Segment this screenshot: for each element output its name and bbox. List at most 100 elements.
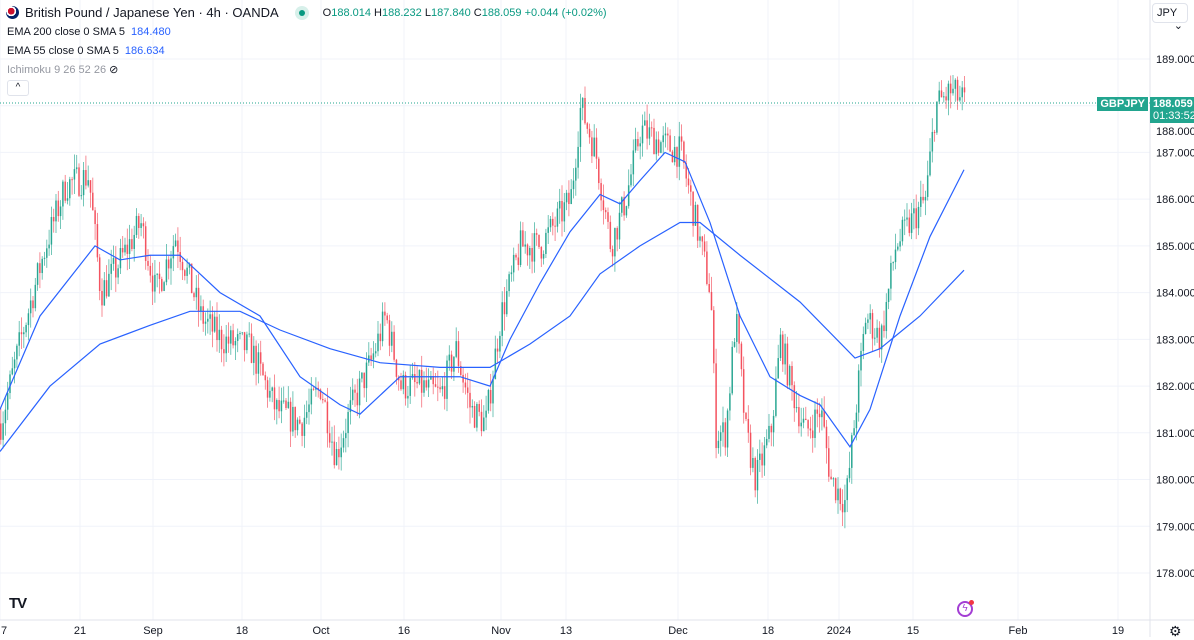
candle-body: [489, 389, 492, 404]
y-tick-label: 180.000: [1156, 475, 1194, 487]
candle-body: [269, 390, 271, 398]
candle-body: [745, 412, 747, 419]
candle-body: [287, 401, 290, 408]
candle-body: [648, 127, 651, 139]
candle-body: [128, 239, 131, 254]
indicator-ema55[interactable]: EMA 55 close 0 SMA 5 186.634: [7, 45, 165, 57]
candle-body: [432, 376, 434, 385]
candle-body: [276, 400, 278, 410]
candle-body: [460, 365, 462, 375]
candle-body: [296, 419, 299, 431]
currency-select[interactable]: JPY ⌄: [1152, 3, 1188, 32]
candle-body: [733, 341, 736, 347]
candle-body: [749, 432, 752, 468]
candle-body: [588, 128, 591, 138]
candle-body: [646, 120, 648, 139]
candle-body: [195, 287, 198, 298]
candle-body: [105, 280, 108, 297]
candle-body: [266, 380, 269, 398]
candle-body: [805, 418, 807, 421]
candle-body: [303, 417, 306, 436]
candle-body: [763, 445, 766, 466]
y-tick-label: 189.000: [1156, 54, 1194, 66]
candle-body: [786, 343, 789, 386]
x-tick-label: 21: [74, 625, 86, 637]
candle-body: [181, 261, 184, 271]
candle-body: [929, 151, 931, 176]
candle-body: [772, 415, 775, 433]
candle-body: [402, 374, 405, 390]
candle-body: [395, 359, 398, 377]
candle-body: [510, 272, 513, 275]
candle-body: [531, 247, 533, 262]
candle-body: [492, 379, 494, 404]
candle-body: [894, 249, 897, 263]
candle-body: [140, 223, 142, 229]
candle-body: [437, 386, 439, 388]
candle-body: [115, 257, 117, 278]
candle-body: [496, 348, 499, 352]
settings-gear-icon[interactable]: ⚙: [1169, 623, 1182, 639]
candle-body: [887, 288, 890, 302]
candle-body: [575, 167, 577, 181]
x-tick-label: 7: [1, 625, 7, 637]
chevron-down-icon: ⌄: [1173, 20, 1183, 32]
candle-body: [690, 185, 692, 192]
candle-body: [255, 345, 257, 374]
candle-body: [69, 179, 71, 199]
candle-body: [584, 97, 586, 124]
indicator-ichimoku[interactable]: Ichimoku 9 26 52 26 ⊘: [7, 64, 119, 76]
candle-body: [506, 291, 508, 315]
hidden-eye-icon[interactable]: ⊘: [109, 64, 119, 76]
candle-body: [197, 287, 200, 312]
candle-body: [731, 346, 733, 394]
candle-body: [441, 386, 444, 390]
candle-body: [0, 423, 2, 440]
candle-body: [55, 200, 57, 222]
candle-body: [752, 458, 754, 468]
candle-body: [726, 410, 729, 448]
candle-body: [926, 175, 929, 197]
collapse-legend-button[interactable]: ^: [7, 80, 29, 96]
candle-body: [915, 208, 917, 229]
candle-body: [384, 311, 386, 316]
candle-body: [876, 327, 878, 338]
candle-body: [710, 291, 713, 311]
candle-body: [770, 425, 773, 433]
candle-body: [579, 107, 582, 147]
candle-body: [931, 131, 934, 152]
candle-body: [570, 189, 572, 205]
candle-body: [816, 409, 819, 414]
candle-body: [653, 127, 655, 155]
x-tick-label: Feb: [1009, 625, 1028, 637]
symbol-title[interactable]: British Pound / Japanese Yen · 4h · OAND…: [25, 5, 279, 20]
candle-body: [36, 263, 39, 285]
candle-body: [414, 374, 416, 383]
candle-body: [602, 200, 605, 211]
candle-body: [683, 141, 685, 163]
candle-body: [650, 127, 653, 129]
candle-body: [844, 500, 846, 513]
lightning-alert-icon[interactable]: ϟ: [957, 600, 974, 617]
candle-body: [542, 253, 545, 259]
candle-body: [386, 315, 388, 321]
candle-body: [703, 241, 706, 252]
candle-body: [351, 389, 354, 401]
candle-body: [20, 332, 23, 335]
candle-body: [535, 233, 538, 235]
candle-body: [87, 180, 89, 186]
candle-body: [782, 334, 784, 365]
candle-body: [211, 314, 214, 332]
candle-body: [62, 181, 64, 207]
candle-body: [756, 459, 759, 491]
candle-body: [156, 273, 158, 275]
candle-body: [223, 349, 225, 354]
candle-body: [883, 325, 885, 332]
candle-body: [922, 196, 924, 201]
indicator-ema200[interactable]: EMA 200 close 0 SMA 5 184.480: [7, 26, 171, 38]
x-tick-label: 18: [236, 625, 248, 637]
candle-body: [335, 449, 338, 466]
candle-body: [280, 400, 283, 412]
tradingview-logo[interactable]: TV: [9, 595, 27, 612]
